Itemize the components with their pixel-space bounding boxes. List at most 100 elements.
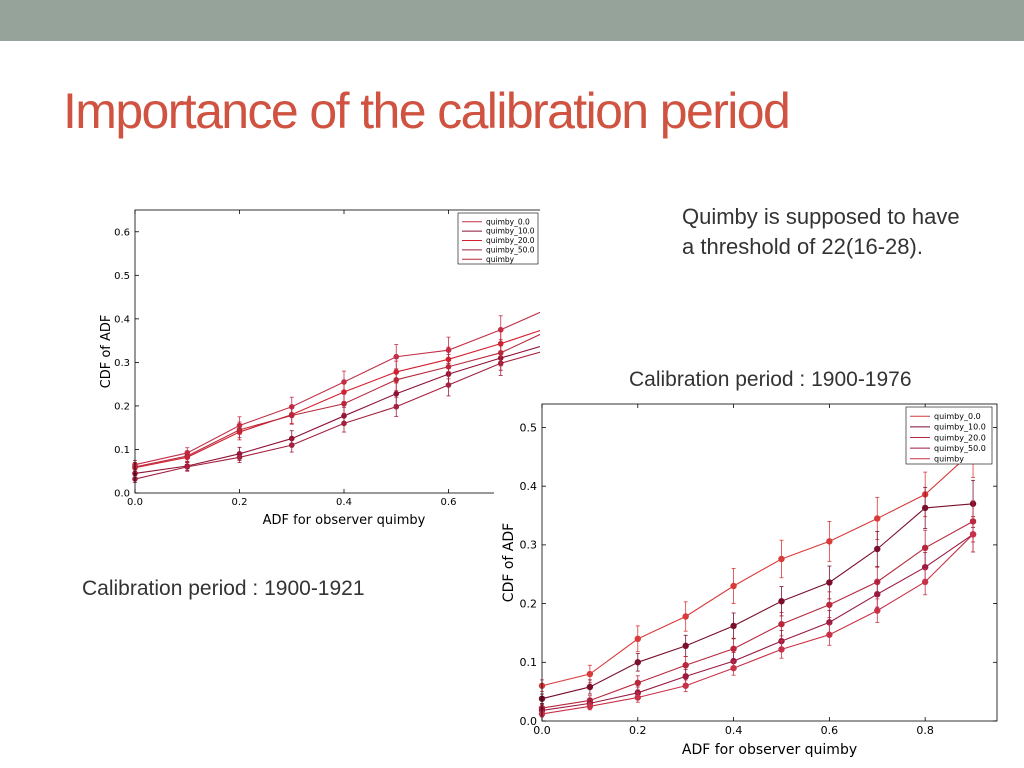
series-line: [541, 533, 974, 715]
data-point: [497, 350, 504, 356]
legend-label: quimby_50.0: [934, 444, 986, 453]
data-point: [778, 555, 785, 563]
x-tick-label: 0.6: [821, 724, 839, 737]
data-point: [730, 664, 737, 672]
data-point: [682, 642, 689, 650]
series-line: [134, 351, 540, 480]
data-point: [682, 613, 689, 620]
chart-1900-1921: 0.00.20.40.60.80.00.10.20.30.40.50.6ADF …: [88, 198, 540, 528]
x-tick-label: 0.4: [725, 724, 743, 737]
data-point: [826, 538, 833, 545]
data-point: [236, 427, 243, 433]
data-point: [874, 545, 881, 553]
data-point: [586, 683, 594, 691]
y-axis-label: CDF of ADF: [99, 315, 114, 389]
legend-label: quimby_10.0: [934, 423, 986, 432]
data-point: [778, 598, 785, 605]
data-point: [874, 607, 881, 614]
chart-svg: 0.0 0.2 0.4 0.6 0.8 0.0 0.1 0.2 0.3 0.4 0.5 ADF for…: [501, 403, 998, 758]
data-point: [921, 504, 929, 512]
data-point: [874, 515, 881, 522]
data-point: [874, 591, 881, 598]
chart-svg: 0.00.20.40.60.80.00.10.20.30.40.50.6ADF …: [99, 209, 540, 528]
data-point: [393, 377, 400, 383]
data-point: [341, 400, 347, 407]
legend-label: quimby_0.0: [934, 412, 981, 421]
y-tick-label: 0.1: [520, 656, 538, 669]
data-point: [341, 420, 347, 427]
x-tick-label: 0.8: [916, 724, 934, 737]
chart-1900-1976: 0.0 0.2 0.4 0.6 0.8 0.0 0.1 0.2 0.3 0.4 0.5 ADF for…: [494, 395, 1004, 765]
data-point: [184, 464, 191, 470]
data-point: [826, 601, 833, 608]
data-point: [288, 442, 295, 448]
legend-label: quimby: [934, 455, 964, 464]
data-point: [586, 670, 594, 678]
x-axis-label: ADF for observer quimby: [263, 513, 426, 528]
series-line: [134, 333, 540, 468]
y-tick-label: 0.5: [114, 271, 130, 282]
data-point: [236, 454, 243, 461]
caption-1900-1976: Calibration period : 1900-1976: [629, 368, 912, 391]
y-tick-label: 0.2: [520, 597, 538, 610]
y-tick-label: 0.5: [520, 421, 538, 434]
threshold-note: Quimby is supposed to have a threshold o…: [682, 204, 960, 259]
series-line: [134, 311, 540, 466]
legend-label: quimby_10.0: [486, 227, 535, 236]
x-tick-label: 0.4: [336, 497, 352, 508]
y-axis-label: CDF of ADF: [501, 523, 517, 602]
data-point: [393, 390, 400, 397]
x-tick-label: 0.6: [441, 497, 457, 508]
x-tick-label: 0.2: [629, 724, 647, 737]
data-point: [634, 679, 641, 687]
series-line: [134, 346, 540, 474]
series-line: [541, 503, 974, 700]
data-point: [826, 579, 833, 586]
data-point: [778, 646, 785, 653]
y-tick-label: 0.0: [520, 715, 538, 728]
data-point: [288, 412, 295, 419]
y-tick-label: 0.2: [114, 401, 130, 412]
legend-label: quimby_20.0: [486, 236, 535, 245]
top-bar: [0, 0, 1024, 41]
x-axis-label: ADF for observer quimby: [682, 742, 857, 758]
data-point: [826, 631, 833, 638]
y-tick-label: 0.6: [114, 227, 130, 238]
data-point: [586, 703, 594, 710]
y-tick-label: 0.1: [114, 445, 130, 456]
data-point: [445, 382, 452, 388]
series-line: [541, 450, 974, 687]
legend-label: quimby_20.0: [934, 433, 986, 442]
slide-title: Importance of the calibration period: [63, 83, 791, 139]
x-tick-label: 0.0: [127, 497, 143, 508]
data-point: [778, 620, 785, 628]
data-point: [634, 635, 641, 643]
data-point: [682, 682, 689, 689]
y-tick-label: 0.4: [114, 314, 130, 325]
data-point: [730, 582, 737, 590]
y-tick-label: 0.3: [114, 358, 130, 369]
data-point: [634, 694, 641, 701]
x-tick-label: 0.0: [533, 724, 551, 737]
data-point: [341, 379, 347, 385]
series-line: [541, 520, 974, 709]
data-point: [445, 363, 452, 370]
y-tick-label: 0.0: [114, 489, 130, 500]
data-point: [682, 673, 689, 680]
legend-label: quimby_50.0: [486, 246, 535, 255]
data-point: [393, 403, 400, 410]
data-point: [921, 544, 929, 552]
data-point: [730, 622, 737, 630]
data-point: [393, 353, 400, 360]
data-point: [634, 659, 641, 666]
y-tick-label: 0.3: [520, 539, 538, 552]
series-line: [541, 533, 974, 711]
series-line: [134, 330, 540, 469]
legend-label: quimby_0.0: [486, 217, 530, 226]
data-point: [730, 645, 737, 652]
caption-1900-1921: Calibration period : 1900-1921: [82, 577, 365, 600]
x-tick-label: 0.2: [232, 497, 248, 508]
data-point: [341, 389, 347, 395]
legend-label: quimby: [486, 255, 515, 264]
y-tick-label: 0.4: [520, 480, 538, 493]
